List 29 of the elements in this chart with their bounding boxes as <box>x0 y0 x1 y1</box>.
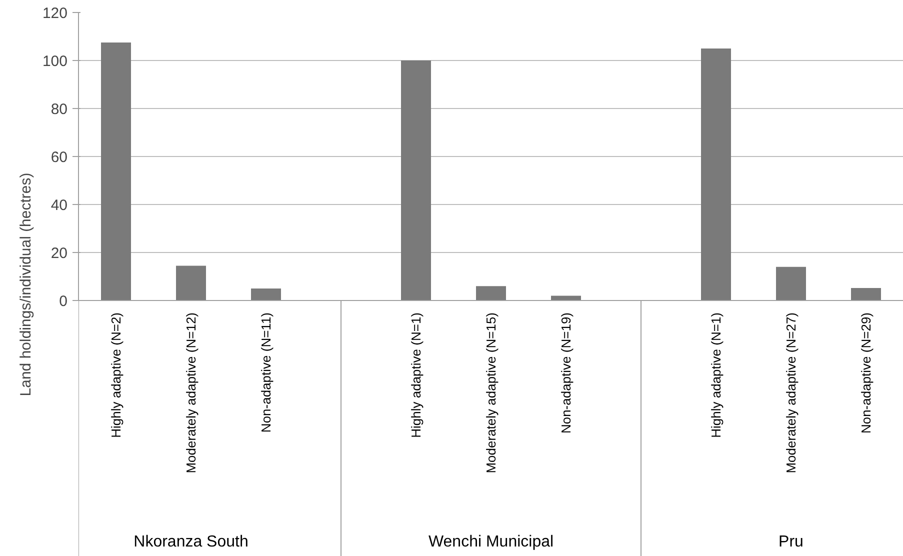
x-tick-label: Highly adaptive (N=2) <box>108 312 124 438</box>
x-tick-label: Highly adaptive (N=1) <box>408 312 424 438</box>
bar <box>476 286 506 300</box>
bar <box>176 266 206 300</box>
bar <box>851 288 881 300</box>
text: Wenchi Municipal <box>428 534 554 550</box>
x-tick-label: Moderately adaptive (N=12) <box>184 312 198 474</box>
bar <box>251 288 281 300</box>
x-tick-label: Highly adaptive (N=1) <box>708 312 724 438</box>
x-tick-label: Moderately adaptive (N=15) <box>484 312 498 474</box>
x-tick-label: Non-adaptive (N=29) <box>858 312 874 434</box>
y-tick-label: 20 <box>50 245 68 262</box>
y-tick-label: 60 <box>50 149 68 166</box>
x-tick-label: Non-adaptive (N=19) <box>558 312 574 434</box>
bar <box>551 296 581 300</box>
bar <box>776 266 806 300</box>
x-tick-label: Moderately adaptive (N=27) <box>784 312 798 474</box>
y-tick-label: 0 <box>59 293 68 310</box>
y-tick-label: 100 <box>42 53 68 70</box>
y-tick-label: 40 <box>50 197 68 214</box>
x-tick-label: Non-adaptive (N=11) <box>258 312 274 433</box>
y-axis-title: Land holdings/individual (hectres) <box>17 172 34 396</box>
bar <box>401 60 431 300</box>
text: Pru <box>778 534 804 550</box>
y-tick-label: 120 <box>42 5 68 22</box>
bar <box>701 48 731 300</box>
text: Nkoranza South <box>134 534 248 550</box>
bar <box>101 42 131 300</box>
y-tick-label: 80 <box>50 101 68 118</box>
